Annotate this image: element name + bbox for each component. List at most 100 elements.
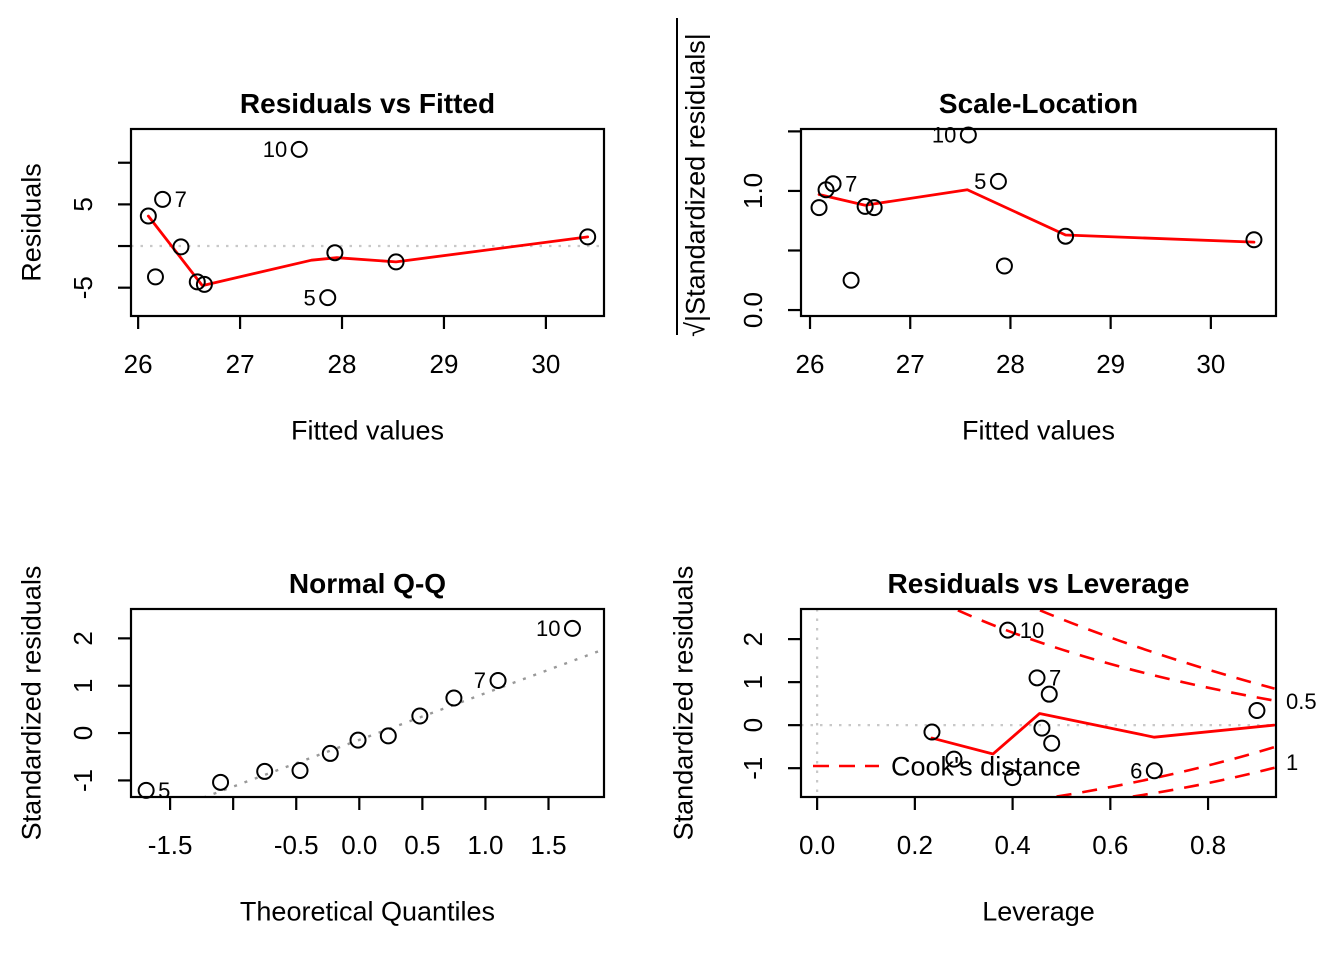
smoother-line [817, 188, 1256, 244]
x-axis-tick-label: 1.0 [467, 830, 503, 860]
x-axis-tick-label: 29 [429, 349, 458, 379]
data-point [923, 723, 941, 741]
smoother-line [146, 214, 590, 287]
data-point [995, 257, 1013, 275]
panel-title: Normal Q-Q [289, 568, 446, 599]
y-axis-tick-label: 0.0 [738, 292, 768, 328]
cooks-contour-level-label: 0.5 [1286, 689, 1317, 714]
panel-border [129, 127, 606, 318]
data-point [563, 619, 581, 637]
data-point [139, 207, 157, 225]
x-axis-label: Fitted values [962, 415, 1115, 445]
x-axis-tick-label: 28 [996, 349, 1025, 379]
data-point [579, 228, 597, 246]
data-point [1248, 702, 1266, 720]
point-id-label: 7 [175, 187, 187, 212]
y-axis-label: Standardized residuals [668, 566, 698, 841]
panel-border [129, 607, 606, 799]
panel-title: Scale-Location [939, 88, 1138, 119]
y-axis-tick-label: 2 [68, 631, 98, 645]
x-axis-tick-label: 30 [1196, 349, 1225, 379]
y-axis-tick-label: 2 [738, 632, 768, 646]
data-point [1028, 669, 1046, 687]
data-point [411, 707, 429, 725]
data-point [1033, 719, 1051, 737]
point-id-label: 7 [1049, 666, 1061, 691]
panel-clipped-content [817, 188, 1256, 244]
qq-reference-line [201, 648, 604, 797]
data-point [172, 238, 190, 256]
data-point [290, 140, 308, 158]
x-axis-tick-label: 0.2 [897, 830, 933, 860]
data-point [349, 731, 367, 749]
data-point [1245, 231, 1263, 249]
point-id-label: 10 [263, 137, 287, 162]
data-point [154, 190, 172, 208]
data-point [810, 199, 828, 217]
x-axis-label: Leverage [982, 896, 1095, 926]
x-axis-label: Theoretical Quantiles [240, 896, 495, 926]
point-id-label: 5 [974, 169, 986, 194]
panel-scale-location: 10 7 5 26 27 28 29 30 1.0 0.0 Scale-Location Fitted… [676, 18, 1278, 445]
data-point [1057, 227, 1075, 245]
data-point [379, 727, 397, 745]
x-axis-tick-label: 0.5 [404, 830, 440, 860]
data-point [489, 672, 507, 690]
point-id-label: 7 [845, 171, 857, 196]
data-point [445, 689, 463, 707]
data-point [326, 244, 344, 262]
data-point [856, 197, 874, 215]
data-point [1145, 762, 1163, 780]
y-axis-tick-label: 1 [738, 675, 768, 689]
y-axis-tick-label: 0 [68, 726, 98, 740]
x-axis-tick-label: 26 [124, 349, 153, 379]
panel-clipped-content [201, 648, 604, 797]
legend-label: Cook's distance [891, 751, 1081, 781]
cooks-distance-contour-0.5 [1056, 745, 1275, 797]
x-axis-tick-label: 27 [226, 349, 255, 379]
data-point [195, 275, 213, 293]
x-axis-tick-label: 1.5 [530, 830, 566, 860]
x-axis-tick-label: 0.0 [799, 830, 835, 860]
panel-title: Residuals vs Leverage [888, 568, 1190, 599]
data-point [1040, 685, 1058, 703]
x-axis-tick-label: 0.8 [1190, 830, 1226, 860]
x-axis-tick-label: 26 [796, 349, 825, 379]
y-axis-tick-label: 1.0 [738, 173, 768, 209]
data-point [212, 773, 230, 791]
data-point [989, 172, 1007, 190]
x-axis-tick-label: -0.5 [274, 830, 319, 860]
x-axis-tick-label: 29 [1096, 349, 1125, 379]
point-id-label: 10 [536, 616, 560, 641]
x-axis-tick-label: -1.5 [148, 830, 193, 860]
x-axis-label: Fitted values [291, 415, 444, 445]
data-point [188, 273, 206, 291]
data-point [256, 762, 274, 780]
data-point [999, 621, 1017, 639]
panel-clipped-content [801, 609, 1276, 797]
x-axis-tick-label: 30 [531, 349, 560, 379]
data-point [1043, 734, 1061, 752]
data-point [387, 253, 405, 271]
data-point [291, 761, 309, 779]
point-id-label: 5 [158, 778, 170, 803]
smoother-line [930, 712, 1276, 756]
x-axis-tick-label: 0.0 [341, 830, 377, 860]
y-axis-tick-label: 5 [68, 197, 98, 211]
panel-title: Residuals vs Fitted [240, 88, 495, 119]
point-id-label: 7 [474, 668, 486, 693]
point-id-label: 10 [932, 123, 956, 148]
data-point [959, 126, 977, 144]
x-axis-tick-label: 0.4 [995, 830, 1031, 860]
cooks-distance-contour-1 [1039, 609, 1275, 690]
y-axis-label: Residuals [16, 163, 46, 282]
y-axis-tick-label: -5 [68, 276, 98, 299]
data-point [146, 268, 164, 286]
panel-residuals-vs-fitted: 10 7 5 26 27 28 29 30 5 -5 Residuals vs Fitted Fitt… [16, 88, 606, 445]
panel-clipped-content [131, 214, 604, 287]
panel-border [799, 607, 1278, 799]
